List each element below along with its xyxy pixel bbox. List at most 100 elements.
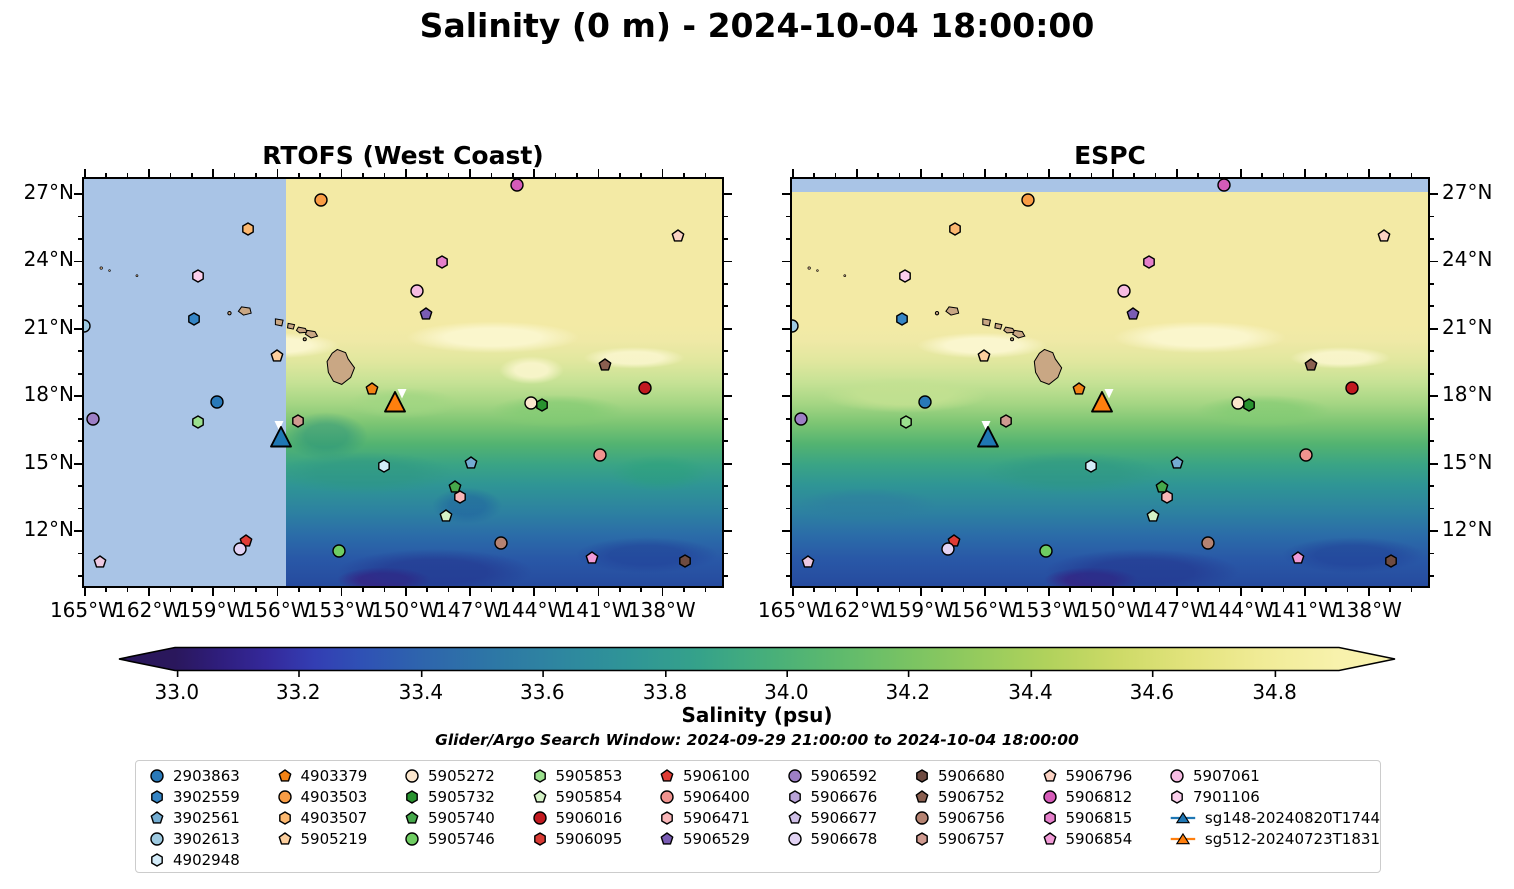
float-marker-3902613 — [84, 319, 91, 334]
lat-tick-label: 24°N — [23, 247, 74, 272]
legend-item-5906815: 5906815 — [1043, 808, 1171, 829]
float-marker-4903507 — [948, 222, 962, 237]
float-marker-5906529 — [419, 307, 433, 321]
axis-tick — [447, 588, 450, 592]
float-marker-5906471 — [1160, 490, 1174, 504]
circle-icon — [1217, 179, 1231, 192]
hexagon-icon — [188, 312, 201, 327]
legend-label: 3902613 — [173, 829, 240, 848]
axis-tick — [661, 588, 664, 596]
axis-tick — [786, 575, 790, 577]
flag-icon — [981, 421, 991, 431]
colorbar-gradient — [118, 646, 1396, 677]
axis-tick — [1430, 282, 1434, 285]
axis-tick — [898, 588, 901, 592]
glider-track-icon — [1170, 811, 1196, 824]
legend-label: 4902948 — [173, 850, 240, 869]
float-marker-5906677 — [93, 555, 107, 569]
circle-icon — [210, 394, 225, 409]
colorbar-tick-label: 34.4 — [1008, 680, 1053, 704]
float-marker-5907061 — [1117, 284, 1131, 298]
axis-tick — [78, 485, 82, 487]
axis-tick — [1005, 588, 1007, 592]
float-marker-5906812 — [510, 179, 524, 192]
axis-tick — [319, 173, 321, 177]
float-marker-5906815 — [1142, 255, 1156, 269]
float-marker-3902559 — [895, 312, 909, 327]
glider-track-icon — [1170, 832, 1196, 845]
axis-tick — [1430, 417, 1434, 420]
axis-tick — [983, 169, 986, 177]
legend-item-5905740: 5905740 — [405, 808, 533, 829]
float-marker-sg512-20240723T1831 — [1090, 390, 1113, 413]
legend-column: 5905853 5905854 5906016 5906095 — [532, 766, 661, 872]
circle-icon — [794, 412, 808, 426]
axis-tick — [1239, 169, 1242, 177]
axis-tick — [786, 305, 790, 308]
hexagon-icon — [533, 769, 546, 784]
float-marker-5906757 — [291, 414, 305, 428]
axis-tick — [1325, 173, 1327, 177]
float-marker-4903503 — [1021, 193, 1035, 207]
pentagon-icon — [671, 229, 685, 242]
flag-icon — [274, 421, 284, 431]
pentagon-icon — [464, 456, 478, 469]
axis-tick — [1111, 588, 1114, 596]
float-marker-5905219 — [977, 349, 991, 363]
circle-icon — [1344, 381, 1359, 395]
axis-tick — [404, 169, 407, 177]
circle-icon — [494, 536, 508, 550]
legend-item-5907061: 5907061 — [1170, 766, 1380, 787]
axis-tick — [1430, 507, 1434, 510]
axis-tick — [148, 169, 150, 177]
circle-icon — [1021, 193, 1035, 207]
legend-label: 5906400 — [683, 788, 750, 807]
float-marker-4903503 — [313, 193, 328, 207]
axis-tick — [724, 215, 728, 218]
legend-label: 5906757 — [938, 829, 1005, 848]
hexagon-icon — [1171, 790, 1183, 804]
axis-tick — [576, 173, 578, 177]
lon-tick-label: 138°W — [627, 598, 696, 622]
axis-tick — [1047, 169, 1050, 177]
axis-tick — [426, 588, 428, 592]
legend-label: 5906854 — [1065, 829, 1133, 848]
pentagon-icon — [270, 349, 284, 362]
axis-tick — [362, 173, 364, 177]
pentagon-icon — [1291, 551, 1305, 564]
axis-tick — [74, 530, 82, 532]
legend-label: 5906796 — [1065, 767, 1133, 786]
pentagon-icon — [915, 790, 929, 803]
legend-label: 5906752 — [938, 788, 1005, 807]
hexagon-icon — [916, 769, 928, 784]
legend-label: 5905272 — [428, 767, 495, 786]
axis-tick — [169, 173, 172, 177]
axis-tick — [791, 169, 794, 177]
axis-tick — [1133, 588, 1135, 592]
colorbar-tick-label: 33.0 — [154, 680, 200, 704]
legend-label: 5905732 — [428, 788, 495, 807]
lat-tick-label: 27°N — [1442, 180, 1493, 205]
hexagon-icon — [1085, 459, 1097, 474]
legend-item-5905746: 5905746 — [405, 828, 533, 849]
triangle-icon — [383, 390, 406, 413]
legend-item-5905853: 5905853 — [533, 766, 661, 787]
axis-tick — [469, 588, 471, 596]
circle-icon — [792, 319, 799, 334]
legend-item-5906796: 5906796 — [1043, 766, 1171, 787]
axis-tick — [786, 350, 790, 353]
legend-item-5906677: 5906677 — [788, 808, 916, 829]
pentagon-icon — [278, 769, 291, 782]
lon-tick-label: 138°W — [1333, 598, 1402, 622]
axis-tick — [1090, 173, 1093, 177]
axis-tick — [941, 588, 943, 592]
triangle-icon — [1090, 390, 1113, 413]
hexagon-icon — [191, 269, 204, 283]
flag-icon — [1104, 388, 1114, 399]
float-marker-5906854 — [1291, 551, 1305, 565]
axis-tick — [983, 588, 986, 596]
axis-tick — [724, 552, 728, 555]
axis-tick — [1430, 552, 1434, 555]
axis-tick — [855, 588, 858, 596]
